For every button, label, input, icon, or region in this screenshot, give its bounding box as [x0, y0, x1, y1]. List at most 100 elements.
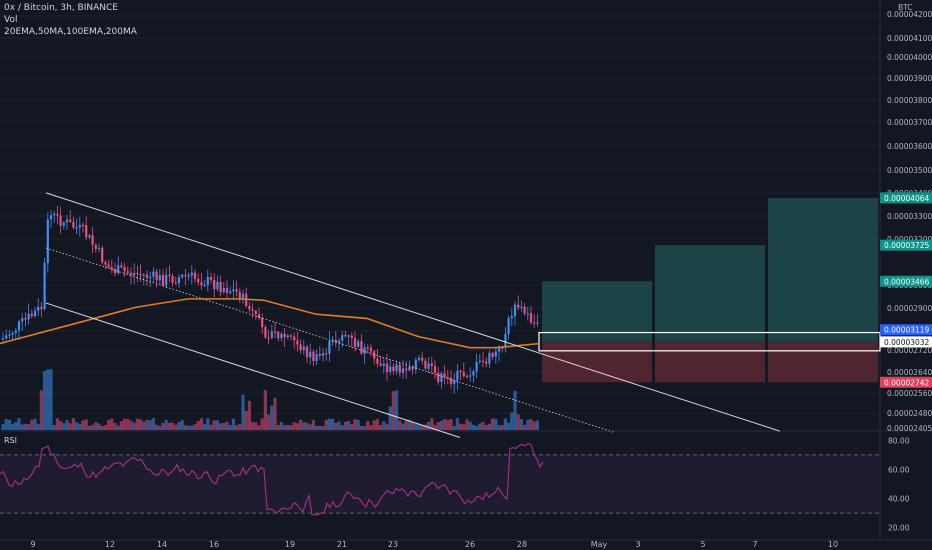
volume-bar	[510, 412, 514, 430]
volume-bar	[222, 422, 226, 430]
candle-body	[373, 351, 376, 359]
candle-body	[222, 288, 225, 293]
volume-bar	[55, 418, 59, 430]
candle-body	[142, 274, 145, 276]
profit-zone	[655, 245, 765, 342]
candle-body	[53, 213, 56, 216]
volume-bar	[334, 422, 338, 430]
candle-body	[453, 380, 456, 384]
loss-zone	[655, 341, 765, 383]
volume-bar	[36, 424, 40, 430]
candle-body	[229, 291, 232, 293]
candle-body	[136, 272, 139, 275]
volume-bar	[238, 424, 242, 430]
candle-body	[161, 274, 165, 286]
candle-body	[379, 363, 382, 366]
volume-bar	[430, 418, 434, 430]
candle-body	[30, 313, 33, 317]
volume-bar	[107, 419, 111, 430]
candle-body	[510, 316, 513, 319]
time-axis[interactable]: 9 12 14 16 19 21 23 26 28 May 3 5 7 10	[30, 540, 838, 549]
candle-body	[376, 358, 379, 364]
volume-bar	[497, 425, 501, 430]
candle-body	[280, 333, 283, 339]
candle-body	[46, 219, 49, 264]
volume-bar	[225, 421, 229, 430]
candle-body	[59, 215, 62, 226]
candle-body	[133, 272, 136, 276]
candle-body	[350, 335, 353, 339]
volume-bar	[475, 425, 479, 430]
volume-bar	[33, 418, 37, 430]
candle-body	[369, 347, 373, 352]
ema-line	[0, 298, 541, 349]
price-badge: 0.00004064	[880, 192, 932, 204]
candle-body	[357, 341, 360, 347]
candle-body	[459, 370, 462, 373]
channel-lower-line	[45, 302, 461, 438]
volume-bar	[292, 422, 296, 430]
volume-bar	[340, 425, 344, 430]
candle-body	[382, 363, 385, 366]
candle-body	[17, 321, 21, 331]
volume-bar	[135, 418, 139, 430]
volume-bar	[308, 424, 312, 430]
volume-bar	[65, 420, 69, 430]
volume-bar	[71, 418, 75, 430]
candle-body	[104, 262, 107, 265]
candle-body	[75, 227, 78, 229]
volume-bar	[414, 423, 418, 430]
candle-body	[334, 339, 337, 343]
volume-bar	[180, 420, 184, 430]
candle-body	[251, 309, 254, 311]
candle-body	[168, 274, 171, 276]
volume-bar	[68, 423, 72, 430]
volume-bar	[350, 424, 354, 430]
time-tick-label: 5	[700, 540, 705, 549]
candle-body	[529, 313, 533, 323]
volume-bar	[215, 420, 219, 430]
volume-bar	[337, 421, 341, 430]
price-tick-label: 0.00002480	[887, 409, 932, 418]
price-badge-bg	[880, 324, 932, 336]
candle-body	[267, 337, 270, 339]
volume-bar	[519, 419, 523, 430]
volume-bar	[446, 419, 450, 430]
volume-bar	[212, 420, 216, 430]
volume-bar	[27, 424, 31, 430]
candle-body	[533, 322, 536, 324]
price-badge: 0.00002742	[880, 376, 932, 388]
volume-bar	[369, 425, 373, 430]
volume-bar	[484, 425, 488, 430]
volume-bar	[459, 423, 463, 430]
candle-body	[78, 224, 81, 228]
time-tick-label: 9	[30, 540, 35, 549]
candle-body	[491, 352, 494, 357]
candle-body	[302, 346, 305, 351]
candle-body	[81, 224, 85, 227]
rsi-tick-label: 20.00	[888, 524, 910, 533]
volume-bar	[39, 390, 43, 430]
candle-body	[216, 281, 219, 290]
candle-body	[433, 365, 437, 373]
volume-bar	[427, 421, 431, 430]
candle-body	[1, 338, 5, 340]
volume-bar	[439, 420, 443, 430]
time-tick-label: 26	[465, 540, 475, 549]
candle-body	[523, 306, 526, 314]
candle-body	[56, 213, 59, 216]
volume-bar	[315, 425, 319, 430]
candle-body	[209, 277, 213, 280]
candle-body	[408, 367, 411, 371]
candle-body	[69, 219, 72, 222]
volume-bar	[17, 418, 21, 430]
volume-bar	[187, 425, 191, 430]
candle-body	[120, 265, 123, 268]
candle-body	[62, 222, 65, 226]
volume-bar	[478, 423, 482, 430]
volume-bar	[452, 425, 456, 430]
price-badge: 0.00003725	[880, 239, 932, 251]
price-tick-label: 0.00003200	[887, 235, 932, 244]
